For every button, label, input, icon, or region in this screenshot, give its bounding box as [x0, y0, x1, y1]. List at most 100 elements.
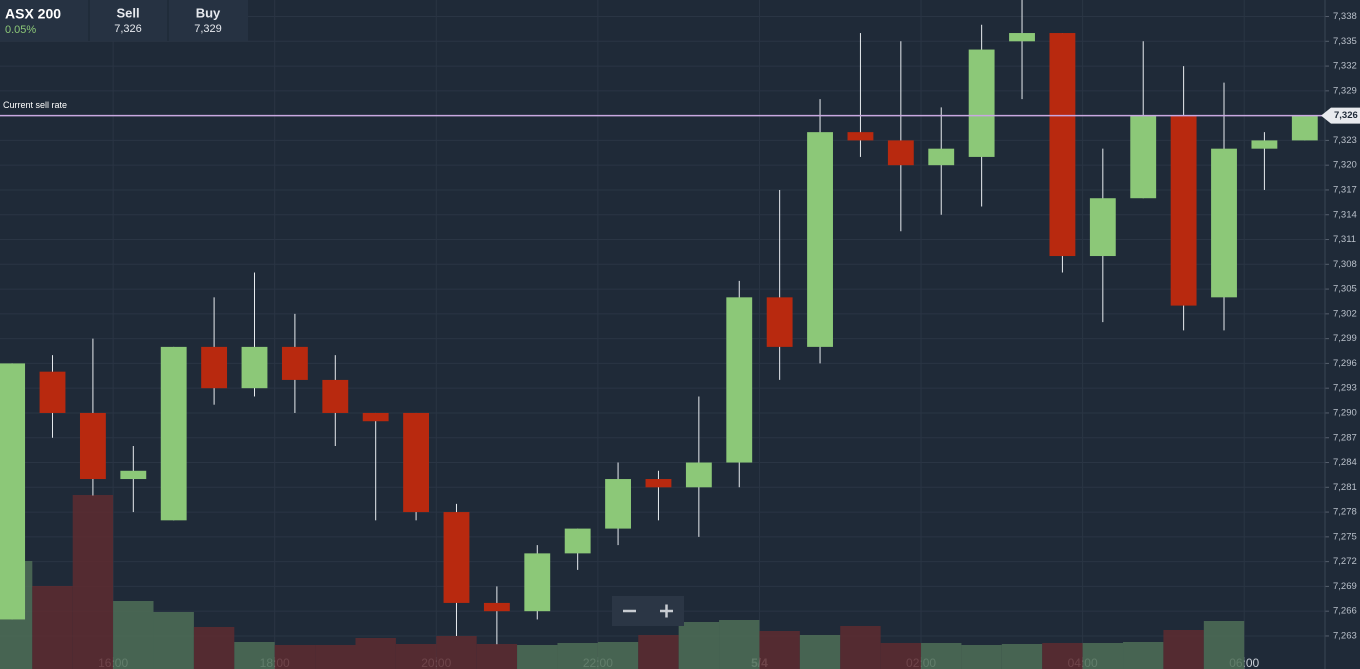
y-tick-label: 7,275	[1333, 531, 1357, 542]
candle-body	[160, 346, 187, 521]
volume-bar	[840, 626, 881, 669]
volume-bar	[476, 644, 518, 669]
candle-body	[887, 140, 914, 166]
volume-bar	[1042, 643, 1083, 669]
candle-body	[1089, 198, 1116, 257]
y-tick-label: 7,302	[1333, 308, 1357, 319]
y-tick-label: 7,314	[1333, 209, 1357, 220]
volume-bar	[719, 620, 760, 669]
volume-bar	[638, 635, 679, 669]
y-tick-label: 7,293	[1333, 383, 1357, 394]
y-tick-label: 7,332	[1333, 61, 1357, 72]
y-tick-label: 7,269	[1333, 581, 1357, 592]
buy-price[interactable]: 7,329	[194, 23, 222, 35]
volume-bar	[1163, 630, 1204, 669]
candle-body	[322, 379, 349, 413]
candle-body	[605, 479, 631, 529]
candle-body	[0, 363, 26, 620]
volume-bar	[880, 643, 922, 669]
candle-body	[1291, 115, 1318, 141]
volume-bar	[113, 601, 154, 669]
candle-body	[362, 412, 389, 422]
y-tick-label: 7,287	[1333, 432, 1357, 443]
candle-body	[1009, 33, 1035, 42]
y-tick-label: 7,296	[1333, 358, 1357, 369]
volume-bar	[234, 642, 275, 669]
volume-bar	[153, 612, 194, 669]
current-rate-tag	[1321, 107, 1360, 124]
volume-bar	[274, 645, 316, 669]
y-tick-label: 7,311	[1333, 234, 1356, 245]
candle-body	[807, 132, 833, 347]
y-tick-label: 7,290	[1333, 407, 1357, 418]
volume-bar	[395, 644, 437, 669]
y-tick-label: 7,266	[1333, 606, 1357, 617]
candle-body	[524, 553, 551, 612]
y-tick-label: 7,272	[1333, 556, 1357, 567]
header-box	[0, 0, 248, 41]
volume-bar	[193, 627, 235, 669]
candle-body	[766, 297, 793, 347]
y-tick-label: 7,320	[1333, 160, 1357, 171]
volume-bar	[961, 645, 1002, 669]
volume-bar	[1082, 643, 1124, 669]
candle-body	[968, 49, 995, 157]
candle-body	[1251, 140, 1278, 149]
candle-body	[1049, 33, 1076, 257]
volume-bar	[517, 645, 558, 669]
volume-bar	[355, 638, 396, 669]
change: 0.05%	[5, 24, 36, 36]
volume-bar	[1001, 644, 1043, 669]
y-tick-label: 7,329	[1333, 85, 1357, 96]
candle-body	[645, 479, 672, 488]
candle-body	[1130, 115, 1157, 199]
y-tick-label: 7,323	[1333, 135, 1357, 146]
sell-price[interactable]: 7,326	[114, 23, 142, 35]
candle-body	[1211, 148, 1237, 298]
instrument: ASX 200	[5, 6, 61, 22]
y-tick-label: 7,317	[1333, 184, 1357, 195]
candle-body	[726, 297, 753, 463]
candle-body	[403, 412, 430, 513]
volume-bar	[678, 622, 720, 669]
buy-label[interactable]: Buy	[196, 5, 221, 20]
header-panel: ASX 200 0.05% Sell 7,326 Buy 7,329	[0, 0, 248, 41]
current-rate-label: Current sell rate	[3, 100, 67, 110]
candle-body	[1170, 115, 1197, 306]
candle-body	[928, 148, 955, 166]
volume-bar	[921, 643, 962, 669]
y-tick-label: 7,278	[1333, 507, 1357, 518]
volume-bar	[32, 586, 73, 669]
y-tick-label: 7,305	[1333, 284, 1357, 295]
volume-bar	[72, 495, 114, 669]
y-tick-label: 7,284	[1333, 457, 1357, 468]
zoom-controls	[612, 596, 684, 626]
candle-body	[241, 346, 268, 389]
y-tick-label: 7,281	[1333, 482, 1357, 493]
volume-bar	[1203, 621, 1245, 669]
y-tick-label: 7,263	[1333, 630, 1357, 641]
volume-bar	[597, 642, 639, 669]
volume-bar	[1123, 642, 1164, 669]
volume-bar	[557, 643, 598, 669]
candle-body	[79, 412, 106, 480]
candle-body	[483, 602, 510, 612]
candle-body	[443, 512, 470, 603]
volume-bar	[315, 645, 356, 669]
current-rate-value: 7,326	[1334, 110, 1358, 121]
candle-body	[120, 470, 147, 480]
volume-bar	[799, 635, 841, 669]
y-tick-label: 7,335	[1333, 36, 1357, 47]
y-tick-label: 7,308	[1333, 259, 1357, 270]
volume-bar	[759, 631, 800, 669]
volume-bar	[436, 636, 477, 669]
candle-body	[564, 528, 591, 554]
candle-body	[685, 462, 712, 488]
y-tick-label: 7,338	[1333, 11, 1357, 22]
candle-body	[39, 371, 66, 413]
sell-label[interactable]: Sell	[116, 5, 139, 20]
